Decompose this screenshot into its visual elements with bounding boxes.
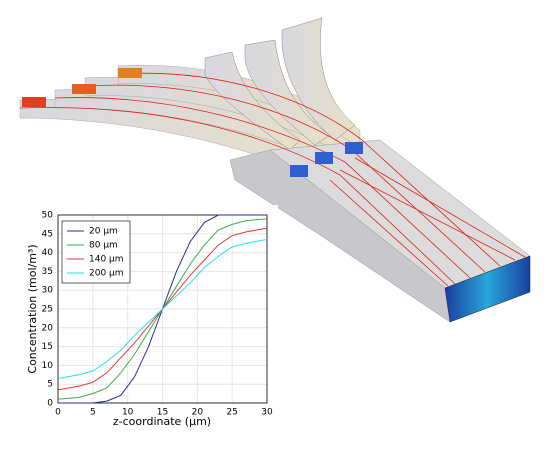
slab-end	[444, 255, 531, 323]
y-tick-label: 45	[42, 229, 53, 239]
y-tick-label: 35	[42, 267, 53, 277]
y-tick-label: 15	[42, 342, 53, 352]
x-tick-label: 0	[55, 408, 61, 418]
section	[72, 84, 96, 94]
legend-label: 200 µm	[89, 269, 124, 279]
y-tick-label: 25	[42, 305, 53, 315]
x-tick-label: 30	[261, 408, 273, 418]
y-tick-label: 40	[42, 248, 54, 258]
legend-label: 140 µm	[89, 255, 124, 265]
streamlines	[19, 72, 526, 287]
x-tick-label: 25	[226, 408, 237, 418]
x-axis-title: z-coordinate (µm)	[113, 415, 211, 428]
section	[345, 142, 363, 154]
series-line	[57, 238, 268, 380]
legend-label: 20 µm	[89, 227, 118, 237]
y-axis-title: Concentration (mol/m³)	[26, 244, 39, 373]
y-tick-label: 20	[42, 323, 54, 333]
section	[315, 152, 333, 164]
section	[22, 97, 46, 107]
y-tick-label: 10	[42, 361, 54, 371]
y-tick-label: 50	[42, 211, 54, 221]
y-tick-label: 0	[47, 399, 53, 409]
legend-label: 80 µm	[89, 241, 118, 251]
section	[118, 68, 142, 78]
channel	[204, 51, 301, 151]
section	[290, 165, 308, 177]
x-tick-label: 20	[192, 408, 204, 418]
render-3d	[19, 17, 531, 323]
channel	[244, 39, 331, 146]
x-tick-label: 5	[90, 408, 96, 418]
y-tick-label: 30	[42, 286, 54, 296]
y-tick-label: 5	[47, 380, 53, 390]
chart: z-coordinate (µm) Concentration (mol/m³)…	[26, 211, 273, 429]
x-tick-label: 10	[122, 408, 134, 418]
x-tick-label: 15	[157, 408, 168, 418]
plot-frame	[57, 214, 268, 404]
channel	[281, 17, 356, 141]
cross-sections	[22, 68, 363, 177]
